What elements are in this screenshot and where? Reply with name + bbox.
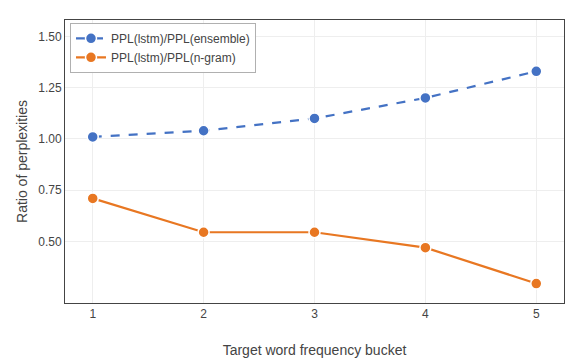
svg-text:1: 1 (89, 307, 96, 321)
svg-text:Target word frequency bucket: Target word frequency bucket (223, 342, 407, 358)
svg-text:1.00: 1.00 (38, 132, 62, 146)
svg-text:1.25: 1.25 (38, 81, 62, 95)
svg-text:0.50: 0.50 (38, 235, 62, 249)
svg-text:4: 4 (422, 307, 429, 321)
svg-text:Ratio of perplexities: Ratio of perplexities (14, 100, 30, 223)
svg-text:5: 5 (533, 307, 540, 321)
svg-text:PPL(lstm)/PPL(ensemble): PPL(lstm)/PPL(ensemble) (111, 32, 250, 46)
svg-text:1.50: 1.50 (38, 30, 62, 44)
svg-text:PPL(lstm)/PPL(n-gram): PPL(lstm)/PPL(n-gram) (111, 51, 236, 65)
svg-text:3: 3 (311, 307, 318, 321)
svg-text:0.75: 0.75 (38, 183, 62, 197)
svg-text:2: 2 (200, 307, 207, 321)
